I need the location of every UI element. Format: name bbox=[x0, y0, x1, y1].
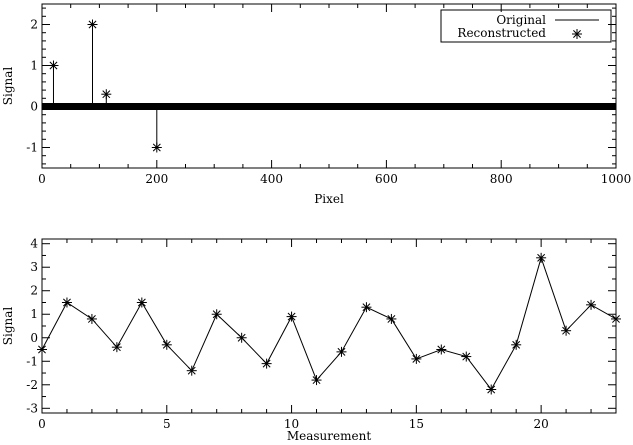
measurement-point bbox=[261, 358, 272, 369]
measurement-point bbox=[611, 313, 621, 324]
x-axis-label: Measurement bbox=[287, 429, 371, 443]
y-tick-label: 0 bbox=[30, 100, 38, 114]
measurement-point bbox=[511, 339, 522, 350]
legend-star-reconstructed bbox=[572, 29, 582, 39]
x-tick-label: 20 bbox=[533, 417, 548, 431]
legend-label-original: Original bbox=[496, 13, 546, 27]
legend-box bbox=[440, 9, 612, 43]
y-tick-label: 2 bbox=[30, 18, 38, 32]
reconstructed-point bbox=[48, 60, 59, 71]
y-tick-label: -3 bbox=[26, 401, 38, 415]
x-tick-label: 15 bbox=[409, 417, 424, 431]
reconstructed-point bbox=[101, 89, 112, 100]
measurement-point bbox=[361, 302, 372, 313]
y-tick-label: 4 bbox=[30, 237, 38, 251]
measurement-point bbox=[561, 325, 572, 336]
top-plot: 0 200 400 600 800 1000 -1 0 1 2 Pixel Signal Origina… bbox=[1, 3, 632, 206]
reconstructed-point bbox=[151, 142, 162, 153]
x-tick-label: 1000 bbox=[601, 172, 632, 186]
x-tick-label: 0 bbox=[38, 417, 46, 431]
y-axis-label: Signal bbox=[1, 67, 15, 106]
x-tick-label: 10 bbox=[284, 417, 299, 431]
measurement-point bbox=[461, 351, 472, 362]
x-tick-label: 0 bbox=[38, 172, 46, 186]
x-tick-label: 800 bbox=[490, 172, 513, 186]
measurement-point bbox=[311, 375, 322, 386]
measurement-point bbox=[86, 313, 97, 324]
measurement-point bbox=[136, 297, 147, 308]
measurement-point bbox=[211, 309, 222, 320]
measurement-point bbox=[236, 332, 247, 343]
measurement-point bbox=[586, 299, 597, 310]
measurement-point bbox=[161, 339, 172, 350]
measurement-point bbox=[186, 365, 197, 376]
x-tick-label: 600 bbox=[375, 172, 398, 186]
bottom-plot: 0 5 10 15 20 -3 -2 -1 0 1 2 3 4 Measurement Signal bbox=[1, 237, 621, 443]
measurement-point bbox=[61, 297, 72, 308]
y-tick-label: 0 bbox=[30, 331, 38, 345]
x-tick-label: 400 bbox=[260, 172, 283, 186]
measurement-point bbox=[486, 384, 497, 395]
measurement-point bbox=[536, 252, 547, 263]
x-tick-label: 200 bbox=[145, 172, 168, 186]
measurement-point bbox=[336, 346, 347, 357]
y-axis-label: Signal bbox=[1, 307, 15, 346]
y-tick-label: 1 bbox=[30, 307, 38, 321]
y-tick-label: 1 bbox=[30, 59, 38, 73]
reconstructed-point bbox=[87, 19, 98, 30]
y-tick-label: 3 bbox=[30, 260, 38, 274]
measurement-point bbox=[386, 313, 397, 324]
original-baseline-band bbox=[42, 103, 616, 110]
measurement-line bbox=[41, 256, 617, 391]
legend-label-reconstructed: Reconstructed bbox=[457, 26, 546, 40]
measurement-point bbox=[286, 311, 297, 322]
y-tick-label: -1 bbox=[26, 141, 38, 155]
y-tick-label: 2 bbox=[30, 284, 38, 298]
measurement-point bbox=[411, 353, 422, 364]
x-tick-label: 5 bbox=[163, 417, 171, 431]
y-tick-label: -1 bbox=[26, 354, 38, 368]
x-axis-label: Pixel bbox=[314, 192, 344, 206]
measurement-point bbox=[436, 344, 447, 355]
measurement-point bbox=[37, 344, 47, 355]
y-tick-label: -2 bbox=[26, 378, 38, 392]
measurement-point bbox=[111, 342, 122, 353]
plot-frame bbox=[41, 238, 617, 414]
